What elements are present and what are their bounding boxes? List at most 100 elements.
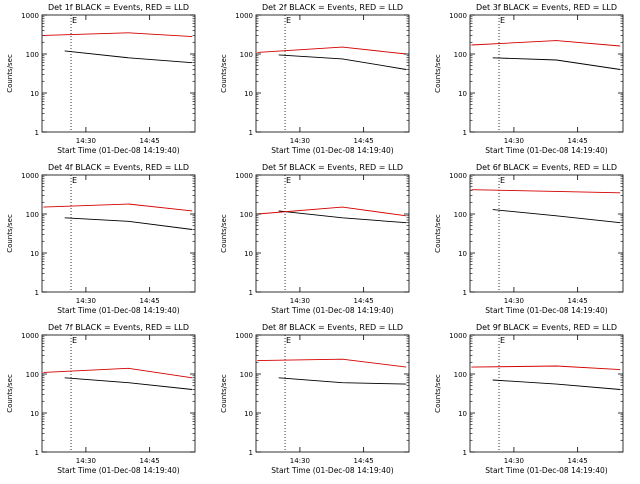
chart-panel-7: Det 7f BLACK = Events, RED = LLD E 1 10 100 1… <box>6 323 196 475</box>
plot-frame <box>41 334 196 453</box>
events-line <box>278 54 407 70</box>
y-axis-label: Counts/sec <box>220 214 228 253</box>
marker-label: E <box>72 16 77 25</box>
x-axis-label: Start Time (01-Dec-08 14:19:40) <box>57 466 179 475</box>
marker-label: E <box>286 176 291 185</box>
x-tick-label: 14:30 <box>504 137 524 145</box>
x-tick-label: 14:30 <box>290 297 310 305</box>
marker-label: E <box>500 176 505 185</box>
panel-title: Det 7f BLACK = Events, RED = LLD <box>48 323 189 332</box>
y-tick-label: 100 <box>240 371 253 379</box>
x-axis-label: Start Time (01-Dec-08 14:19:40) <box>57 146 179 155</box>
plot-frame <box>255 174 410 293</box>
y-axis-label: Counts/sec <box>6 54 14 93</box>
panel-title: Det 6f BLACK = Events, RED = LLD <box>476 163 617 172</box>
lld-line <box>257 358 407 368</box>
plot-frame <box>255 14 410 133</box>
y-tick-label: 1 <box>35 289 39 297</box>
x-axis-label: Start Time (01-Dec-08 14:19:40) <box>485 146 607 155</box>
plot-frame <box>469 334 624 453</box>
events-line <box>278 210 407 224</box>
chart-panel-8: Det 8f BLACK = Events, RED = LLD E 1 10 100 1… <box>220 323 410 475</box>
marker-label: E <box>286 16 291 25</box>
y-axis-label: Counts/sec <box>434 214 442 253</box>
y-tick-label: 10 <box>30 90 39 98</box>
x-tick-label: 14:45 <box>568 137 588 145</box>
events-line <box>64 217 193 230</box>
marker-label: E <box>500 16 505 25</box>
y-tick-label: 100 <box>26 371 39 379</box>
y-tick-label: 1000 <box>21 172 39 180</box>
y-tick-label: 1 <box>35 129 39 137</box>
plot-frame <box>255 334 410 453</box>
y-tick-label: 10 <box>458 250 467 258</box>
plot-frame <box>41 14 196 133</box>
x-tick-label: 14:30 <box>76 137 96 145</box>
x-axis-label: Start Time (01-Dec-08 14:19:40) <box>57 306 179 315</box>
marker-label: E <box>72 176 77 185</box>
y-tick-label: 1 <box>463 289 467 297</box>
y-tick-label: 1000 <box>235 172 253 180</box>
y-axis-label: Counts/sec <box>434 54 442 93</box>
y-axis-label: Counts/sec <box>434 374 442 413</box>
panel-title: Det 2f BLACK = Events, RED = LLD <box>262 3 403 12</box>
y-tick-label: 10 <box>458 410 467 418</box>
marker-label: E <box>286 336 291 345</box>
events-line <box>492 209 621 224</box>
x-tick-label: 14:45 <box>568 297 588 305</box>
chart-panel-9: Det 9f BLACK = Events, RED = LLD E 1 10 100 1… <box>434 323 624 475</box>
x-axis-label: Start Time (01-Dec-08 14:19:40) <box>271 466 393 475</box>
events-line <box>64 377 193 390</box>
y-tick-label: 1000 <box>21 12 39 20</box>
y-tick-label: 100 <box>26 211 39 219</box>
panel-title: Det 1f BLACK = Events, RED = LLD <box>48 3 189 12</box>
x-tick-label: 14:30 <box>504 457 524 465</box>
x-axis-label: Start Time (01-Dec-08 14:19:40) <box>485 466 607 475</box>
lld-line <box>257 206 407 217</box>
y-tick-label: 10 <box>30 410 39 418</box>
y-tick-label: 100 <box>240 51 253 59</box>
y-tick-label: 1000 <box>235 12 253 20</box>
x-tick-label: 14:30 <box>76 457 96 465</box>
y-tick-label: 1000 <box>449 12 467 20</box>
y-tick-label: 1 <box>35 449 39 457</box>
x-tick-label: 14:30 <box>290 137 310 145</box>
x-tick-label: 14:30 <box>290 457 310 465</box>
panel-title: Det 9f BLACK = Events, RED = LLD <box>476 323 617 332</box>
y-tick-label: 100 <box>454 371 467 379</box>
events-line <box>278 377 407 385</box>
marker-label: E <box>500 336 505 345</box>
y-axis-label: Counts/sec <box>220 374 228 413</box>
x-tick-label: 14:45 <box>140 297 160 305</box>
lld-line <box>43 367 193 379</box>
chart-panel-5: Det 5f BLACK = Events, RED = LLD E 1 10 100 1… <box>220 163 410 315</box>
lld-line <box>471 40 621 47</box>
y-tick-label: 1000 <box>235 332 253 340</box>
y-tick-label: 1 <box>463 449 467 457</box>
y-tick-label: 1 <box>249 289 253 297</box>
events-line <box>492 57 621 70</box>
events-line <box>64 50 193 64</box>
lld-line <box>471 365 621 371</box>
y-axis-label: Counts/sec <box>220 54 228 93</box>
y-tick-label: 10 <box>30 250 39 258</box>
y-tick-label: 100 <box>26 51 39 59</box>
y-tick-label: 1000 <box>449 172 467 180</box>
chart-panel-6: Det 6f BLACK = Events, RED = LLD E 1 10 100 1… <box>434 163 624 315</box>
x-axis-label: Start Time (01-Dec-08 14:19:40) <box>485 306 607 315</box>
y-tick-label: 1000 <box>449 332 467 340</box>
x-tick-label: 14:30 <box>76 297 96 305</box>
lld-line <box>471 189 621 194</box>
lld-line <box>43 203 193 212</box>
panel-title: Det 8f BLACK = Events, RED = LLD <box>262 323 403 332</box>
y-tick-label: 10 <box>244 410 253 418</box>
x-tick-label: 14:45 <box>354 137 374 145</box>
y-tick-label: 100 <box>454 51 467 59</box>
y-tick-label: 100 <box>454 211 467 219</box>
chart-panel-2: Det 2f BLACK = Events, RED = LLD E 1 10 100 1… <box>220 3 410 155</box>
y-axis-label: Counts/sec <box>6 374 14 413</box>
y-tick-label: 1000 <box>21 332 39 340</box>
events-line <box>492 379 621 390</box>
